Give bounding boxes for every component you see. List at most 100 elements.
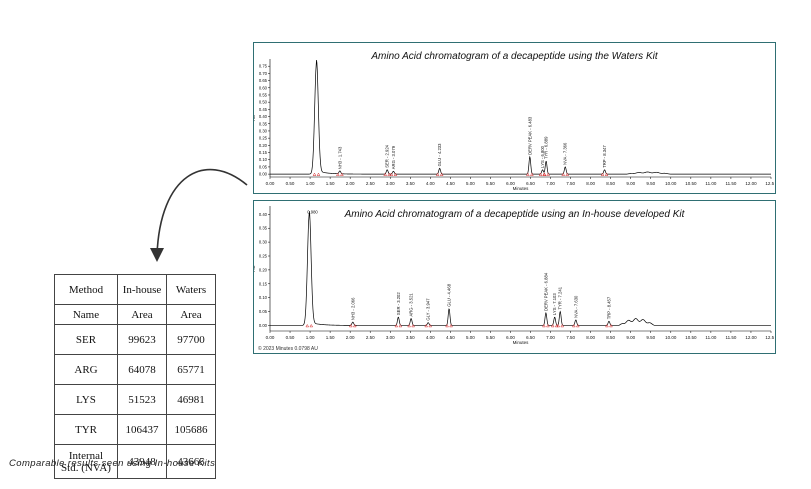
peak-label: GLY - 3.947 [426,298,431,321]
x-tick-label: 9.50 [646,335,655,340]
inhouse-chromatogram: 0.00 0.50 1.00 1.50 2.00 2.50 3.00 3.50 4.00 4.50… [254,206,774,345]
y-tick-label: 0.45 [259,107,268,112]
x-tick-label: 7.00 [546,335,555,340]
peak-label: TRP - 8.457 [606,296,611,319]
peak-label: ARG - 3.521 [409,293,414,317]
arrow-head [150,248,164,262]
chromatogram-trace [270,59,771,175]
table-header-cell: Method [54,274,118,305]
y-tick-label: 0.50 [259,100,268,105]
peak-marker [398,323,403,328]
y-tick-label: 0.10 [259,157,268,162]
y-tick-label: 0.40 [259,212,268,217]
y-tick-label: 0.65 [259,78,268,83]
peak-marker [526,172,530,176]
peak-marker [445,323,449,328]
table-row: TYR 106437 105686 [54,414,216,445]
peak-label: ARG - 3.079 [391,145,396,169]
chromatogram-trace [270,211,771,326]
peak-marker [560,323,565,328]
x-tick-label: 5.50 [486,335,495,340]
y-tick-label: 0.05 [259,164,268,169]
peak-label: GLU - 4.468 [447,283,452,306]
table-cell: 106437 [117,414,167,445]
x-tick-label: 5.50 [486,181,495,186]
x-tick-label: 1.00 [306,181,315,186]
y-tick-label: 0.15 [259,281,268,286]
table-subheader-row: Name Area Area [54,304,216,325]
inhouse-chromatogram-panel: Amino Acid chromatogram of a decapeptide… [253,200,776,354]
x-tick-label: 10.50 [685,335,697,340]
x-tick-label: 7.50 [566,335,575,340]
y-tick-label: 0.15 [259,150,268,155]
peak-marker [387,172,392,176]
table-header-cell: In-house [117,274,167,305]
table-cell: LYS [54,384,118,415]
peak-marker [546,172,550,176]
x-tick-label: 6.00 [506,335,515,340]
x-tick-label: 8.00 [586,335,595,340]
peak-marker [389,172,394,176]
x-tick-label: 12.50 [765,181,774,186]
peak-marker [348,323,353,328]
peak-marker [393,172,398,176]
y-axis-label: AU [254,115,256,121]
x-tick-label: 3.50 [406,181,415,186]
table-cell: 105686 [166,414,216,445]
x-tick-label: 2.50 [366,181,375,186]
y-tick-label: 0.05 [259,309,268,314]
x-tick-label: 2.50 [366,335,375,340]
peak-marker [600,172,605,176]
x-tick-label: 10.50 [685,181,697,186]
x-tick-label: 0.50 [286,181,295,186]
x-tick-label: 3.00 [386,335,395,340]
peak-marker [604,172,609,176]
x-tick-label: 11.00 [705,335,716,340]
x-tick-label: 5.00 [466,335,475,340]
peak-marker [609,323,613,328]
peak-marker [538,172,543,176]
x-tick-label: 0.00 [266,335,275,340]
waters-chromatogram: 0.00 0.50 1.00 1.50 2.00 2.50 3.00 3.50 4.00 4.50… [254,59,774,191]
table-cell: TYR [54,414,118,445]
table-cell: 64078 [117,354,167,385]
peak-marker [424,323,429,328]
y-tick-label: 0.40 [259,114,268,119]
peak-marker [439,172,444,176]
x-tick-label: 3.00 [386,181,395,186]
x-tick-label: 9.50 [646,181,655,186]
x-tick-label: 8.00 [586,181,595,186]
peak-marker [336,172,340,176]
x-tick-label: 8.50 [606,335,615,340]
table-cell: Internal Std. (NVA) [54,444,118,479]
table-cell: 43948 [117,444,167,479]
y-tick-label: 0.55 [259,92,268,97]
peak-marker [407,323,411,328]
results-table: Method In-house Waters Name Area Area SE… [54,274,216,479]
table-header-cell: Waters [166,274,216,305]
peak-marker [383,172,388,176]
y-tick-label: 0.10 [259,295,268,300]
peak-marker [411,323,415,328]
table-row: LYS 51523 46981 [54,384,216,415]
peak-label: TYR - 6.889 [544,136,549,159]
peak-marker [561,172,566,176]
x-tick-label: 9.00 [626,335,635,340]
x-tick-label: 6.50 [526,335,535,340]
peak-marker [305,323,310,328]
x-tick-label: 11.00 [705,181,716,186]
x-tick-label: 1.50 [326,335,335,340]
peak-marker [605,323,609,328]
y-tick-label: 0.35 [259,226,268,231]
peak-label: NH3 - 2.066 [350,297,355,320]
x-tick-label: 4.00 [426,335,435,340]
x-tick-label: 11.50 [725,181,736,186]
peak-label: DERV PEAK - 6.884 [543,272,548,311]
x-tick-label: 0.50 [286,335,295,340]
x-tick-label: 1.50 [326,181,335,186]
waters-chart-title: Amino Acid chromatogram of a decapeptide… [371,51,658,62]
peak-label: TYR - 7.241 [558,286,563,309]
y-tick-label: 0.30 [259,240,268,245]
x-tick-label: 10.00 [665,181,677,186]
x-tick-label: 3.50 [406,335,415,340]
